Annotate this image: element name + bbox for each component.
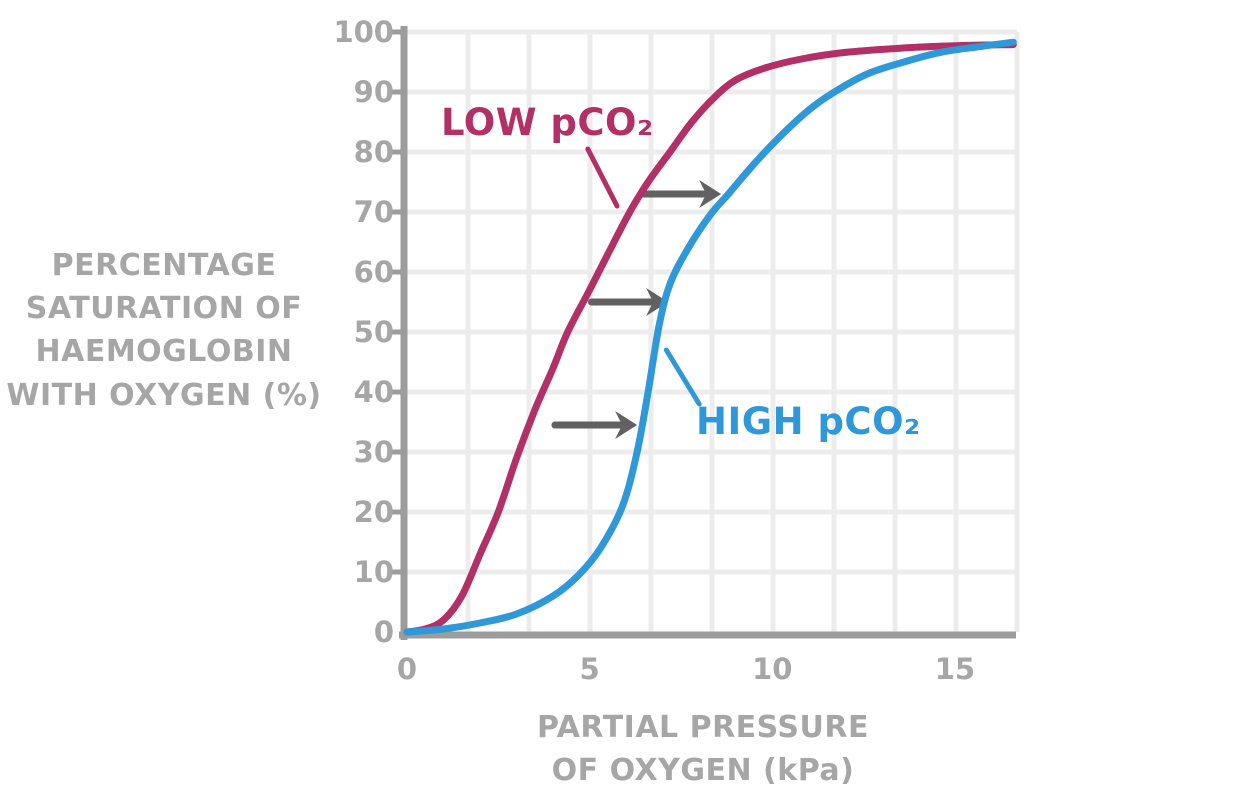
- y-tick-label: 100: [333, 15, 394, 49]
- low-pco2-curve: [403, 41, 1017, 636]
- shift-arrow-head: [646, 288, 669, 316]
- x-tick-label: 10: [752, 652, 793, 686]
- y-tick-label: 30: [353, 435, 394, 469]
- series-label-low-pco2: LOW pCO₂: [441, 101, 654, 144]
- x-axis-title: PARTIAL PRESSURE OF OXYGEN (kPa): [536, 710, 869, 789]
- x-tick-label: 0: [396, 652, 418, 686]
- low-pco2-label-leader: [585, 146, 620, 209]
- high-pco2-label-leader: [663, 347, 702, 407]
- y-tick-label: 10: [353, 555, 394, 589]
- y-tick-label: 90: [353, 75, 394, 109]
- x-tick-label: 5: [579, 652, 600, 686]
- y-axis-title: PERCENTAGE SATURATION OF HAEMOGLOBIN WIT…: [6, 248, 322, 413]
- y-tick-label: 80: [353, 135, 394, 169]
- high-pco2-curve: [403, 38, 1017, 636]
- series-label-high-pco2: HIGH pCO₂: [696, 400, 921, 443]
- y-tick-label: 0: [373, 615, 394, 649]
- shift-arrow-head: [615, 411, 638, 439]
- y-tick-label: 60: [353, 255, 394, 289]
- y-tick-label: 70: [353, 195, 394, 229]
- y-tick-label: 50: [353, 315, 394, 349]
- shift-arrow-head: [699, 180, 722, 208]
- y-tick-label: 20: [353, 495, 394, 529]
- y-tick-label: 40: [353, 375, 394, 409]
- x-tick-label: 15: [934, 652, 976, 686]
